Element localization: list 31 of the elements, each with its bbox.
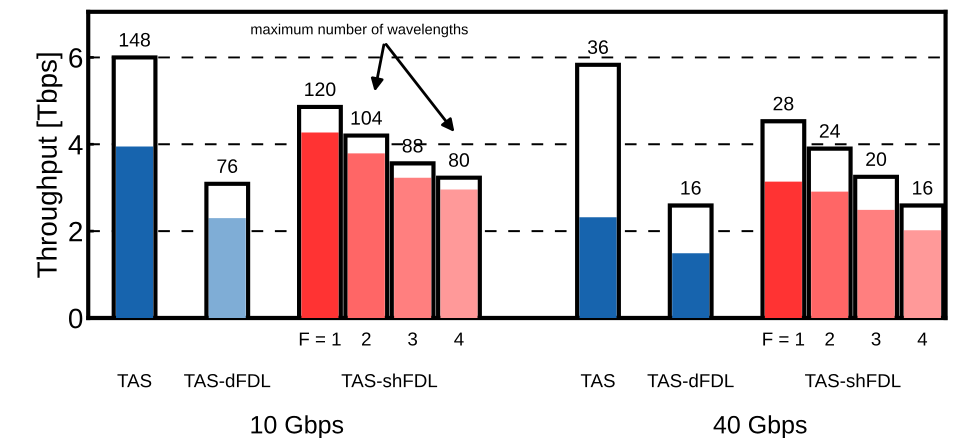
y-axis-title: Throughput [Tbps] <box>36 53 62 278</box>
annotation: 80 <box>449 153 470 167</box>
y-tick-label: 6 <box>69 48 82 68</box>
annotation: 20 <box>866 152 886 166</box>
x-tick-label: 3 <box>872 332 880 346</box>
x-tick-label: 4 <box>918 332 928 346</box>
annotation: 36 <box>588 40 608 54</box>
annotation: 148 <box>120 32 150 47</box>
annotation: 24 <box>820 124 840 138</box>
annotation: 16 <box>681 180 701 195</box>
y-tick-label: 4 <box>68 135 83 154</box>
text: TAS-dFDL <box>184 374 270 388</box>
y-tick-label: 0 <box>69 308 82 328</box>
annotation: 104 <box>352 111 382 125</box>
annotation: maximum number of wavelengths <box>251 24 468 38</box>
annotation: 16 <box>913 180 932 195</box>
text: TAS <box>117 374 152 388</box>
x-tick-label: 4 <box>454 332 464 346</box>
annotation: 120 <box>305 82 336 96</box>
annotation: 76 <box>217 159 238 174</box>
y-tick-label: 2 <box>69 222 82 242</box>
x-tick-label: 3 <box>408 332 418 346</box>
x-tick-label: 2 <box>825 332 834 346</box>
text: TAS-dFDL <box>648 374 734 388</box>
x-tick-label: F = 1 <box>763 332 804 346</box>
annotation: 28 <box>774 96 794 110</box>
text: TAS <box>580 374 615 388</box>
text: TAS-shFDL <box>342 374 438 388</box>
x-tick-label: F = 1 <box>300 332 341 346</box>
x-tick-label: 2 <box>362 332 371 346</box>
text: TAS-shFDL <box>805 374 901 388</box>
